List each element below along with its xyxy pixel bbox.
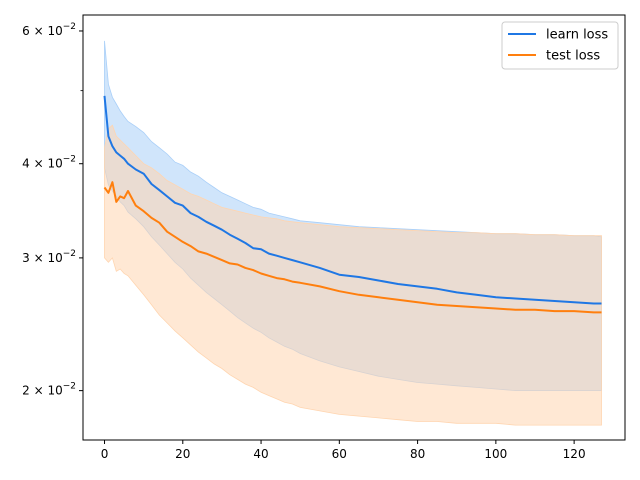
x-tick-label: 80 <box>410 447 425 461</box>
y-tick-label: 3 × 10−2 <box>22 249 76 265</box>
y-tick-label: 6 × 10−2 <box>22 22 76 38</box>
series-line-test-loss <box>103 181 602 314</box>
y-tick-label: 2 × 10−2 <box>22 382 76 398</box>
legend-label-test-loss: test loss <box>546 49 600 64</box>
legend-label-learn-loss: learn loss <box>546 28 608 43</box>
band-test-loss <box>104 124 602 426</box>
axes-frame <box>82 14 626 441</box>
series-lines <box>103 95 602 314</box>
confidence-bands <box>104 40 602 426</box>
legend: learn loss test loss <box>501 21 619 70</box>
x-tick-label: 60 <box>332 447 347 461</box>
x-axis: 0 20 40 60 80 100 120 <box>101 440 586 461</box>
x-tick-label: 0 <box>101 447 109 461</box>
y-tick-label: 4 × 10−2 <box>22 155 76 171</box>
y-axis: 2 × 10−2 3 × 10−2 4 × 10−2 6 × 10−2 <box>22 22 83 398</box>
x-tick-label: 20 <box>175 447 190 461</box>
x-tick-label: 40 <box>253 447 268 461</box>
x-tick-label: 120 <box>563 447 586 461</box>
x-tick-label: 100 <box>484 447 507 461</box>
series-line-learn-loss <box>103 95 602 305</box>
